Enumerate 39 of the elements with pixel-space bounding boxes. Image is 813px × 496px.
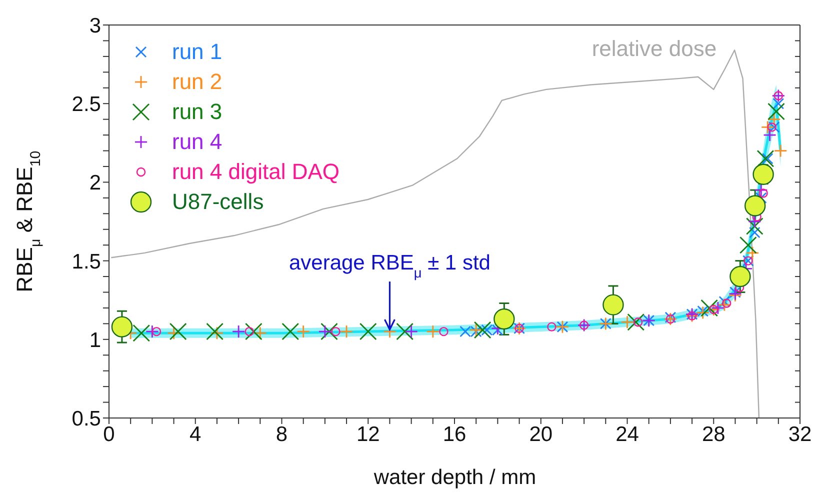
point bbox=[439, 326, 448, 336]
legend-label: run 1 bbox=[172, 39, 222, 65]
y-tick-label: 3 bbox=[89, 14, 101, 38]
legend-label: U87-cells bbox=[172, 189, 264, 215]
legend-label: run 3 bbox=[172, 99, 222, 125]
x-tick-label: 28 bbox=[702, 422, 726, 446]
x-tick-label: 12 bbox=[356, 422, 380, 446]
point bbox=[744, 195, 766, 216]
x-tick-label: 8 bbox=[276, 422, 288, 446]
x-tick-label: 4 bbox=[190, 422, 202, 446]
x-axis-title: water depth / mm bbox=[372, 466, 536, 489]
annotation: average RBE$_{μ}$ ± 1 std bbox=[288, 252, 490, 280]
point bbox=[602, 294, 624, 316]
x-tick-label: 24 bbox=[616, 422, 640, 446]
y-tick-label: 2 bbox=[89, 172, 101, 195]
point bbox=[244, 326, 254, 336]
point bbox=[111, 316, 133, 338]
point bbox=[152, 326, 162, 336]
y-tick-label: 1.5 bbox=[72, 250, 101, 274]
point bbox=[494, 308, 515, 330]
legend-label: run 4 bbox=[172, 129, 222, 155]
x-tick-label: 20 bbox=[529, 422, 553, 446]
y-tick-label: 0.5 bbox=[72, 407, 101, 430]
y-tick-label: 1 bbox=[89, 328, 101, 352]
legend-label: run 2 bbox=[172, 69, 222, 95]
point bbox=[758, 188, 768, 198]
point bbox=[752, 164, 774, 185]
point bbox=[767, 122, 777, 132]
point bbox=[730, 266, 751, 288]
point bbox=[331, 326, 340, 336]
x-tick-label: 0 bbox=[103, 422, 115, 446]
point bbox=[633, 318, 643, 327]
point bbox=[547, 322, 556, 332]
x-tick-label: 32 bbox=[788, 422, 812, 446]
point bbox=[722, 298, 732, 308]
legend-label: run 4 digital DAQ bbox=[172, 159, 340, 185]
series-label: relative dose bbox=[592, 36, 717, 62]
x-tick-label: 16 bbox=[442, 422, 466, 446]
y-tick-label: 2.5 bbox=[72, 93, 101, 116]
